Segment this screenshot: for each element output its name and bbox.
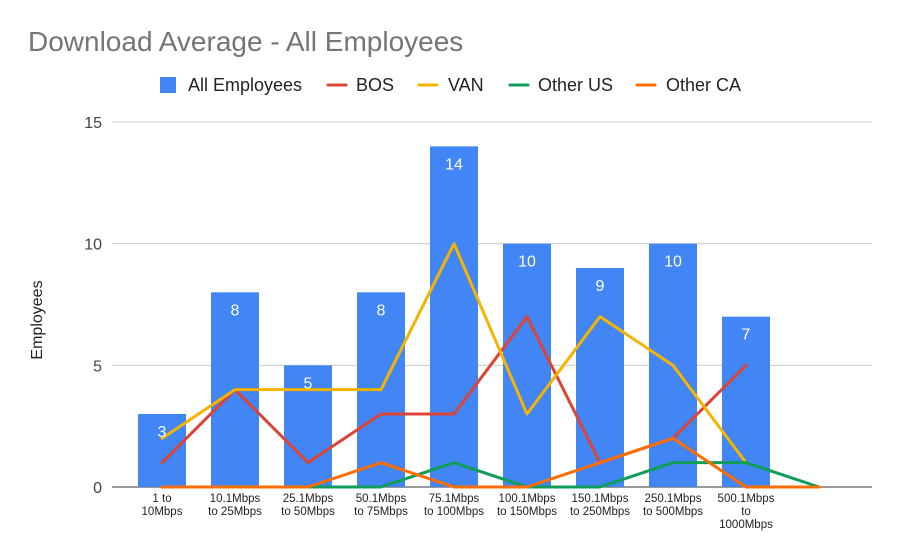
legend-item-van: VAN — [417, 75, 484, 95]
x-tick-label: 500.1Mbps to 1000Mbps — [718, 493, 775, 531]
legend-item-other-us: Other US — [508, 75, 613, 95]
x-tick-label-line: 50.1Mbps — [356, 493, 407, 505]
x-tick-label-line: 1 to — [152, 493, 171, 505]
bar — [284, 365, 332, 487]
legend-label: All Employees — [188, 75, 302, 95]
legend-label: Other CA — [666, 75, 741, 95]
bar-data-label: 10 — [518, 254, 536, 271]
y-axis-ticks: 0 5 10 15 — [84, 115, 102, 497]
chart-title: Download Average - All Employees — [28, 26, 463, 57]
bar — [503, 243, 551, 487]
bar-data-label: 14 — [445, 156, 463, 173]
legend: All Employees BOS VAN Other US Other CA — [160, 75, 741, 95]
x-tick-label: 75.1Mbps to 100Mbps — [424, 493, 484, 518]
bar-data-label: 10 — [664, 254, 682, 271]
x-tick-label-line: 100.1Mbps — [499, 493, 556, 505]
bar-data-label: 5 — [304, 375, 313, 392]
x-tick-label: 25.1Mbps to 50Mbps — [281, 493, 335, 518]
bar-data-labels: 3 8 5 8 14 10 9 10 7 — [158, 156, 751, 441]
legend-item-bos: BOS — [326, 75, 394, 95]
bar-data-label: 9 — [596, 278, 605, 295]
x-tick-label-line: to 25Mbps — [208, 506, 262, 518]
bar — [576, 268, 624, 487]
x-tick-label: 100.1Mbps to 150Mbps — [497, 493, 557, 518]
x-tick-label: 150.1Mbps to 250Mbps — [570, 493, 630, 518]
x-tick-label-line: to 100Mbps — [424, 506, 484, 518]
series-line-other-ca — [160, 436, 821, 489]
x-tick-label-line: to — [741, 506, 751, 518]
x-tick-label: 10.1Mbps to 25Mbps — [208, 493, 262, 518]
x-tick-label: 1 to 10Mbps — [142, 493, 183, 518]
legend-item-other-ca: Other CA — [635, 75, 741, 95]
series-line-other-us — [160, 461, 821, 489]
y-tick-label: 0 — [93, 480, 102, 497]
x-tick-label: 50.1Mbps to 75Mbps — [354, 493, 408, 518]
x-tick-label-line: to 50Mbps — [281, 506, 335, 518]
x-tick-label-line: to 250Mbps — [570, 506, 630, 518]
x-tick-label: 250.1Mbps to 500Mbps — [643, 493, 703, 518]
x-tick-label-line: 1000Mbps — [719, 519, 773, 531]
x-tick-label-line: 10Mbps — [142, 506, 183, 518]
legend-item-all-employees: All Employees — [160, 75, 302, 95]
x-tick-label-line: 500.1Mbps — [718, 493, 775, 505]
x-tick-label-line: 75.1Mbps — [429, 493, 480, 505]
y-axis-title: Employees — [29, 280, 46, 359]
x-tick-label-line: to 150Mbps — [497, 506, 557, 518]
x-tick-label-line: 250.1Mbps — [645, 493, 702, 505]
bar-data-label: 7 — [742, 327, 751, 344]
x-tick-label-line: 25.1Mbps — [283, 493, 334, 505]
line-series — [160, 242, 821, 489]
x-tick-label-line: to 500Mbps — [643, 506, 703, 518]
legend-label: BOS — [356, 75, 394, 95]
bar — [722, 316, 770, 487]
legend-label: VAN — [448, 75, 484, 95]
legend-swatch — [160, 77, 176, 93]
x-tick-label-line: to 75Mbps — [354, 506, 408, 518]
x-tick-label-line: 10.1Mbps — [210, 493, 261, 505]
y-tick-label: 10 — [84, 237, 102, 254]
y-tick-label: 15 — [84, 115, 102, 132]
bar-data-label: 8 — [231, 302, 240, 319]
bar-data-label: 3 — [158, 424, 167, 441]
y-tick-label: 5 — [93, 358, 102, 375]
series-line-van — [160, 242, 748, 465]
legend-label: Other US — [538, 75, 613, 95]
x-tick-label-line: 150.1Mbps — [572, 493, 629, 505]
bar — [430, 146, 478, 488]
bar-data-label: 8 — [377, 302, 386, 319]
